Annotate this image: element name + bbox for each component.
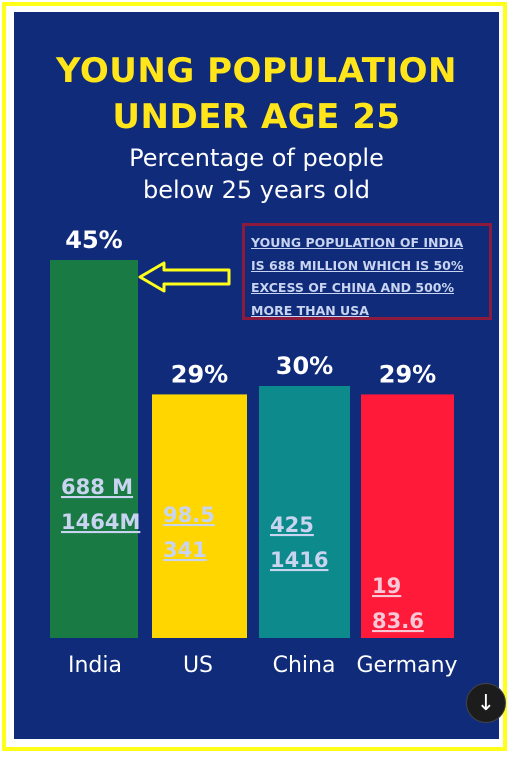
total-population-label-germany: 83.6	[372, 609, 424, 633]
young-population-label-germany: 19	[372, 574, 401, 598]
bar-germany	[361, 394, 454, 638]
category-label-china: China	[273, 653, 336, 678]
scroll-down-button[interactable]: ↓	[466, 683, 506, 723]
chart-subtitle: Percentage of people below 25 years old	[14, 142, 499, 206]
title-line-2: UNDER AGE 25	[112, 97, 401, 137]
subtitle-line-2: below 25 years old	[142, 176, 371, 204]
total-population-label-china: 1416	[270, 548, 328, 572]
young-population-label-india: 688 M	[61, 475, 133, 499]
arrow-down-icon: ↓	[476, 691, 496, 716]
value-label-india: 45%	[65, 226, 122, 254]
young-population-label-china: 425	[270, 513, 314, 537]
annotation-box: YOUNG POPULATION OF INDIA IS 688 MILLION…	[242, 223, 492, 320]
subtitle-line-1: Percentage of people	[129, 144, 384, 172]
pointer-arrow-icon	[138, 261, 231, 293]
annotation-line-3: EXCESS OF CHINA AND 500%	[251, 280, 455, 295]
total-population-label-us: 341	[163, 538, 207, 562]
bar-us	[152, 394, 247, 638]
title-line-1: YOUNG POPULATION	[55, 51, 457, 91]
category-label-india: India	[68, 653, 122, 678]
chart-title: YOUNG POPULATION UNDER AGE 25	[14, 48, 499, 140]
total-population-label-india: 1464M	[61, 510, 140, 534]
young-population-label-us: 98.5	[163, 503, 215, 527]
value-label-us: 29%	[171, 360, 228, 388]
annotation-line-4: MORE THAN USA	[251, 302, 369, 318]
annotation-line-1: YOUNG POPULATION OF INDIA	[251, 235, 464, 250]
category-label-us: US	[183, 653, 213, 678]
infographic-panel: YOUNG POPULATION UNDER AGE 25 Percentage…	[14, 12, 506, 739]
value-label-china: 30%	[276, 352, 333, 380]
bar-india	[50, 260, 138, 638]
category-label-germany: Germany	[356, 653, 457, 678]
value-label-germany: 29%	[379, 360, 436, 388]
annotation-line-2: IS 688 MILLION WHICH IS 50%	[251, 257, 464, 273]
bar-china	[259, 386, 350, 638]
bar-chart: 45% 688 M 1464M India 29% 98.5 341 US 30% 425 1416…	[50, 226, 458, 678]
